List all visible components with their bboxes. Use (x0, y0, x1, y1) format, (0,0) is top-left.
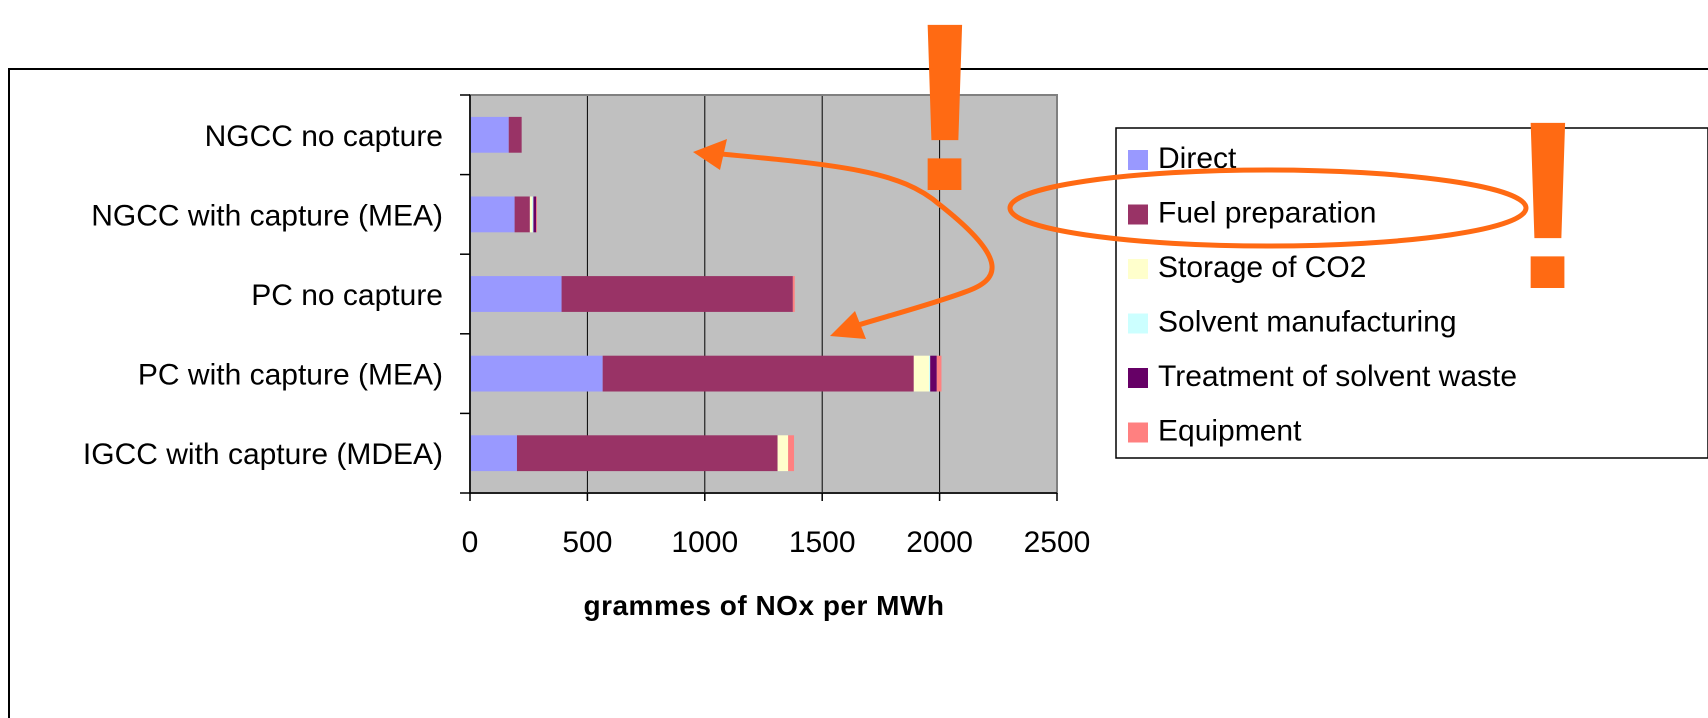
bar-2-direct (470, 276, 562, 312)
legend-label: Equipment (1158, 415, 1302, 448)
bar-4-equipment (788, 435, 795, 472)
legend-swatch (1128, 368, 1148, 388)
legend-swatch (1128, 313, 1148, 334)
category-label: PC with capture (MEA) (138, 359, 443, 392)
legend-label: Fuel preparation (1158, 197, 1376, 230)
bar-4-fuel-preparation (516, 435, 778, 472)
arrow-head-upper (693, 139, 727, 170)
arrow-head-lower (830, 311, 866, 339)
bar-2-fuel-preparation (561, 276, 793, 312)
x-tick-label: 500 (562, 526, 612, 559)
legend-swatch (1128, 259, 1148, 279)
chart-frame (8, 68, 1708, 718)
bar-3-direct (470, 355, 603, 392)
bar-1-fuel-preparation (514, 196, 530, 233)
legend-label: Treatment of solvent waste (1158, 360, 1517, 393)
bar-1-treatment-of-solvent-waste (533, 196, 537, 233)
legend-swatch (1128, 204, 1148, 225)
highlight-ellipse (1007, 167, 1529, 249)
bar-1-storage-of-co2 (529, 196, 533, 233)
category-label: NGCC no capture (205, 120, 443, 153)
category-label: IGCC with capture (MDEA) (83, 438, 443, 471)
legend-swatch (1128, 422, 1148, 443)
x-axis-label: grammes of NOx per MWh (583, 590, 944, 621)
bar-3-treatment-of-solvent-waste (930, 355, 937, 392)
legend-label: Solvent manufacturing (1158, 306, 1457, 339)
exclamation-mark-2: ! (1508, 71, 1588, 339)
legend-swatch (1128, 150, 1148, 170)
x-tick-label: 0 (462, 526, 479, 559)
legend-box (1115, 127, 1708, 459)
bar-1-equipment (536, 196, 537, 233)
x-tick-label: 2000 (906, 526, 973, 559)
annotations: ! ! (693, 0, 1588, 339)
bar-3-equipment (936, 355, 942, 392)
x-tick-label: 1000 (671, 526, 738, 559)
bar-2-equipment (792, 276, 795, 312)
bar-4-direct (470, 435, 517, 472)
bar-1-direct (470, 196, 515, 233)
bar-0-fuel-preparation (508, 116, 522, 153)
arrow-curve-lower (841, 203, 995, 333)
x-tick-label: 2500 (1024, 526, 1091, 559)
bar-3-solvent-manufacturing (929, 355, 931, 392)
bar-3-fuel-preparation (602, 355, 914, 392)
bar-1-solvent-manufacturing (532, 196, 534, 233)
bar-4-storage-of-co2 (777, 435, 789, 472)
arrow-curve-upper (699, 149, 942, 207)
legend-label: Storage of CO2 (1158, 251, 1366, 284)
category-label: NGCC with capture (MEA) (91, 199, 443, 232)
bar-0-direct (470, 116, 509, 153)
exclamation-mark-1: ! (905, 0, 985, 241)
category-labels: NGCC no capture NGCC with capture (MEA) PC… (83, 120, 443, 471)
x-tick-label: 1500 (789, 526, 856, 559)
x-axis-tick-labels: 0 500 1000 1500 2000 2500 (462, 493, 1091, 559)
category-label: PC no capture (251, 279, 443, 312)
bar-3-storage-of-co2 (913, 355, 930, 392)
